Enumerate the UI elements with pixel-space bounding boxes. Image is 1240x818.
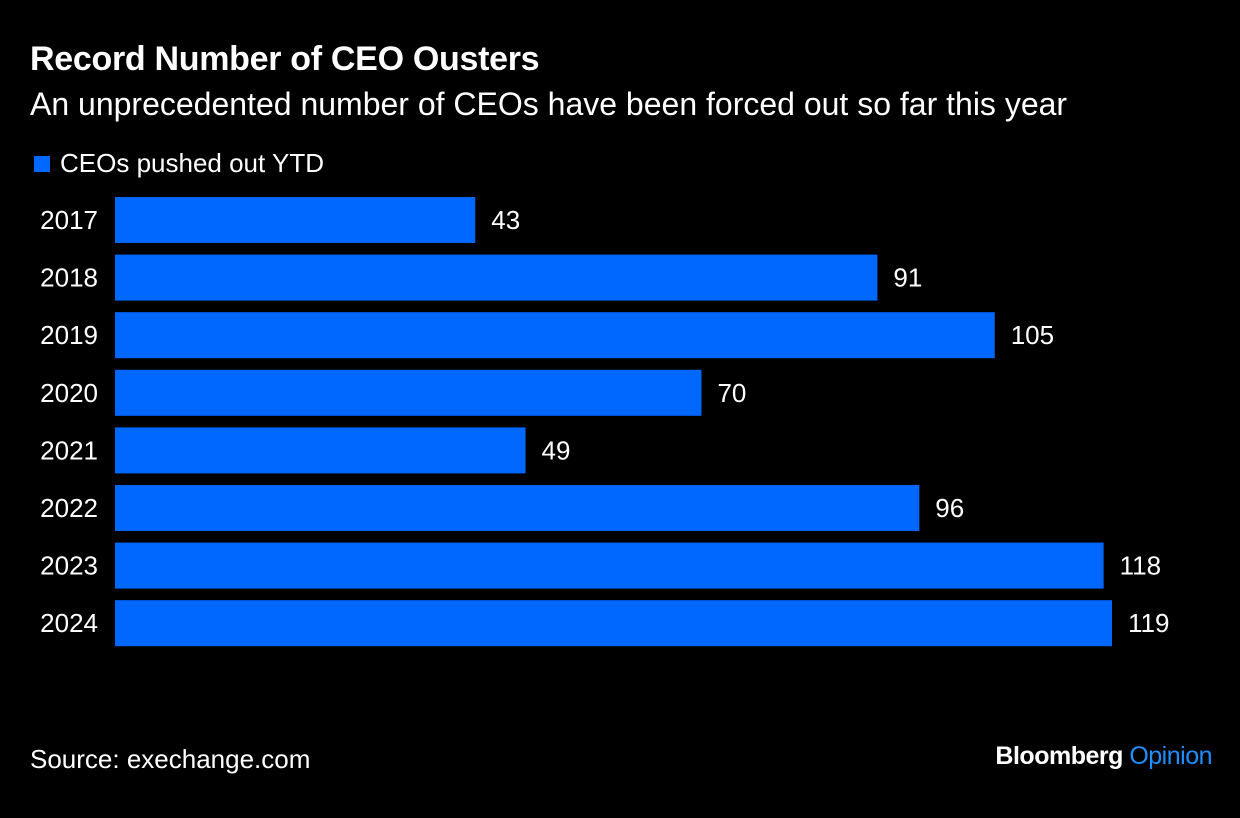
value-label: 105 — [1011, 320, 1054, 350]
value-label: 70 — [717, 378, 746, 408]
bar-2023 — [115, 542, 1104, 589]
value-label: 96 — [935, 493, 964, 523]
bar-2024 — [115, 600, 1112, 647]
legend-swatch — [34, 155, 50, 172]
category-label: 2017 — [40, 205, 98, 235]
chart-title: Record Number of CEO Ousters — [30, 40, 540, 78]
bar-2022 — [115, 485, 920, 531]
bar-2018 — [115, 254, 878, 301]
bar-2021 — [115, 427, 526, 474]
category-label: 2020 — [40, 378, 98, 408]
bar-2020 — [115, 369, 702, 416]
chart-subtitle: An unprecedented number of CEOs have bee… — [30, 86, 1068, 122]
value-label: 118 — [1120, 551, 1161, 581]
legend-label: CEOs pushed out YTD — [60, 148, 324, 178]
chart-legend: CEOs pushed out YTD — [34, 148, 324, 179]
value-label: 119 — [1128, 608, 1169, 638]
value-label: 49 — [542, 435, 571, 465]
category-label: 2023 — [40, 551, 98, 581]
category-label: 2018 — [40, 263, 98, 293]
bar-2019 — [115, 312, 995, 359]
value-label: 43 — [491, 205, 520, 235]
category-label: 2022 — [40, 493, 98, 523]
value-label: 91 — [893, 263, 922, 293]
bar-2017 — [115, 197, 476, 243]
brand-main: Bloomberg — [995, 742, 1123, 770]
source-note: Source: exechange.com — [30, 744, 311, 774]
category-label: 2021 — [40, 435, 98, 465]
brand-logo: Bloomberg Opinion — [995, 742, 1212, 771]
brand-accent: Opinion — [1129, 742, 1212, 770]
bar-chart: 2017 43 2018 91 2019 105 2020 70 2021 49 2022 96 202… — [40, 197, 1169, 647]
category-label: 2019 — [40, 320, 98, 350]
category-label: 2024 — [40, 608, 98, 638]
